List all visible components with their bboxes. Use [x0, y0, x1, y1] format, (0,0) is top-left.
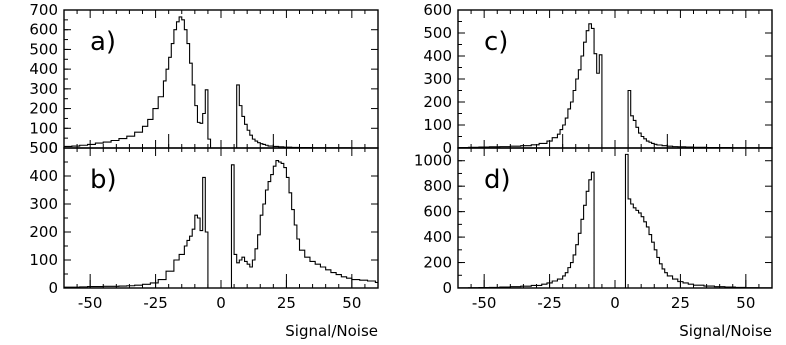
panel-d: 0 200 400 600 800 1000 -50 -25 0 25 50 d) Signal/Noi…	[414, 147, 773, 340]
y-tick-label: 500	[423, 24, 452, 42]
y-tick-label: 500	[29, 40, 58, 58]
y-tick-label: 300	[423, 70, 452, 88]
x-tick-label: 50	[342, 294, 361, 312]
x-tick-label: 25	[277, 294, 296, 312]
x-axis-title: Signal/Noise	[679, 322, 772, 340]
y-tick-label: 200	[29, 100, 58, 118]
y-tick-label: 0	[442, 279, 452, 297]
y-tick-label: 200	[423, 254, 452, 272]
panel-b: 0 100 200 300 400 500 -50 -25 0 25 50 b) Signal/Nois…	[29, 139, 379, 340]
histogram-series	[64, 160, 378, 289]
x-tick-label: -50	[472, 294, 497, 312]
y-tick-label: 400	[423, 47, 452, 65]
y-tick-label: 0	[48, 279, 58, 297]
panel-c: 0 100 200 300 400 500 600 c)	[423, 1, 773, 157]
y-tick-label: 300	[29, 195, 58, 213]
y-tick-label: 400	[29, 167, 58, 185]
histogram-series	[458, 23, 772, 149]
y-tick-label: 700	[29, 1, 58, 19]
x-tick-label: 25	[671, 294, 690, 312]
panel-label: a)	[90, 27, 116, 57]
y-tick-label: 0	[442, 139, 452, 157]
y-tick-label: 1000	[414, 152, 452, 170]
x-axis-title: Signal/Noise	[285, 322, 378, 340]
y-tick-label: 800	[423, 177, 452, 195]
histogram-series	[64, 16, 378, 149]
y-tick-label: 100	[29, 119, 58, 137]
y-tick-label: 400	[29, 60, 58, 78]
y-tick-label: 100	[29, 251, 58, 269]
panel-label: c)	[484, 27, 508, 57]
panel-label: b)	[90, 165, 117, 195]
y-tick-label: 600	[423, 203, 452, 221]
y-tick-label: 200	[29, 223, 58, 241]
y-tick-label: 100	[423, 116, 452, 134]
x-tick-label: 0	[610, 294, 620, 312]
x-tick-label: 0	[216, 294, 226, 312]
y-tick-label: 300	[29, 80, 58, 98]
x-tick-label: -50	[78, 294, 103, 312]
x-tick-label: 50	[736, 294, 755, 312]
y-tick-label: 600	[423, 1, 452, 19]
y-tick-label: 500	[29, 139, 58, 157]
x-tick-label: -25	[537, 294, 562, 312]
x-tick-label: -25	[143, 294, 168, 312]
y-tick-label: 200	[423, 93, 452, 111]
y-tick-label: 0	[48, 139, 58, 157]
panel-label: d)	[484, 165, 511, 195]
y-tick-label: 600	[29, 21, 58, 39]
histogram-series	[458, 153, 772, 289]
y-tick-label: 400	[423, 228, 452, 246]
